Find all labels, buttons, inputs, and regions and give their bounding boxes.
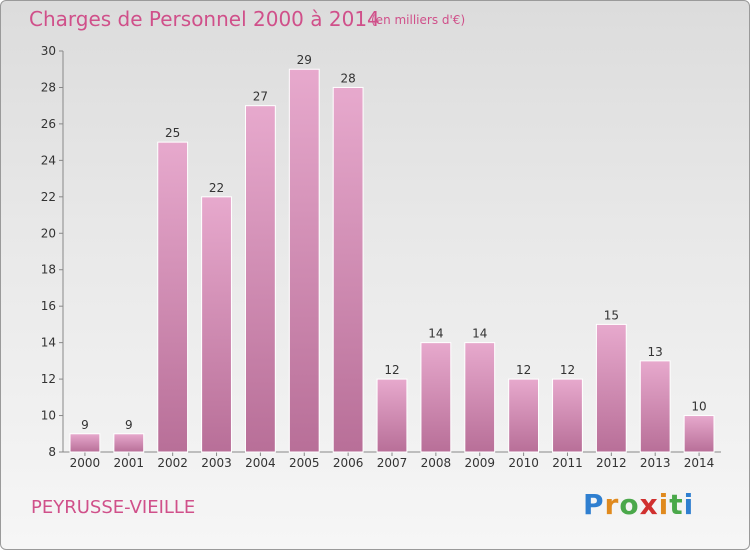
bar-2009 (464, 342, 496, 453)
chart-title: Charges de Personnel 2000 à 2014 (29, 7, 380, 31)
x-tick-label: 2014 (684, 456, 715, 470)
y-tick-label: 30 (41, 44, 56, 58)
logo-letter: i (658, 488, 670, 521)
x-tick-label: 2011 (552, 456, 583, 470)
bar-2011 (552, 378, 583, 453)
data-label: 12 (384, 363, 399, 377)
bar-2002 (157, 141, 189, 453)
logo-letter: r (604, 488, 620, 521)
data-label: 15 (604, 308, 619, 322)
y-tick-label: 14 (41, 336, 56, 350)
y-tick-label: 18 (41, 263, 56, 277)
x-tick-label: 2012 (596, 456, 627, 470)
proxiti-logo: Proxiti (583, 488, 694, 521)
data-label: 14 (472, 327, 487, 341)
x-tick-label: 2002 (157, 456, 188, 470)
x-tick-label: 2006 (333, 456, 364, 470)
data-label: 9 (81, 418, 89, 432)
logo-letter: t (669, 488, 684, 521)
chart-subtitle: (en milliers d'€) (371, 13, 466, 27)
logo-letter: P (583, 488, 605, 521)
y-tick-label: 16 (41, 299, 56, 313)
y-tick-label: 22 (41, 190, 56, 204)
chart-bars (69, 68, 715, 453)
bar-2006 (332, 86, 364, 453)
logo-letter: o (619, 488, 640, 521)
bar-2008 (420, 342, 452, 453)
y-tick-label: 24 (41, 153, 56, 167)
y-tick-label: 20 (41, 226, 56, 240)
data-label: 12 (516, 363, 531, 377)
bar-2007 (376, 378, 408, 453)
bar-2010 (508, 378, 540, 453)
y-tick-label: 26 (41, 117, 56, 131)
commune-name: PEYRUSSE-VIEILLE (31, 497, 196, 518)
y-tick-label: 8 (48, 445, 56, 459)
x-tick-label: 2001 (114, 456, 145, 470)
bar-2003 (201, 196, 232, 453)
logo-letter: i (683, 488, 695, 521)
x-tick-label: 2008 (421, 456, 452, 470)
y-tick-label: 12 (41, 372, 56, 386)
data-label: 22 (209, 181, 224, 195)
data-label: 14 (428, 327, 443, 341)
x-tick-label: 2007 (377, 456, 408, 470)
x-tick-label: 2004 (245, 456, 276, 470)
bar-2001 (113, 433, 145, 453)
x-tick-label: 2003 (201, 456, 232, 470)
data-label: 9 (125, 418, 133, 432)
data-label: 10 (691, 400, 706, 414)
bar-2014 (683, 415, 715, 453)
data-label: 13 (648, 345, 663, 359)
x-tick-label: 2000 (70, 456, 101, 470)
data-label: 28 (340, 71, 355, 85)
logo-letter: x (639, 488, 659, 521)
x-tick-label: 2010 (508, 456, 539, 470)
x-tick-label: 2009 (464, 456, 495, 470)
data-label: 25 (165, 126, 180, 140)
data-label: 27 (253, 90, 268, 104)
bar-2000 (69, 433, 101, 453)
bar-2005 (288, 68, 320, 453)
chart-labels: 2000 9 2001 9 2002 25 2003 22 2004 27 2005 29 2006 28… (70, 53, 715, 470)
data-label: 12 (560, 363, 575, 377)
y-tick-label: 10 (41, 409, 56, 423)
data-label: 29 (297, 53, 312, 67)
bar-2013 (639, 360, 671, 453)
y-tick-label: 28 (41, 80, 56, 94)
bar-2004 (244, 105, 276, 453)
x-tick-label: 2005 (289, 456, 320, 470)
x-tick-label: 2013 (640, 456, 671, 470)
bar-2012 (595, 323, 627, 453)
